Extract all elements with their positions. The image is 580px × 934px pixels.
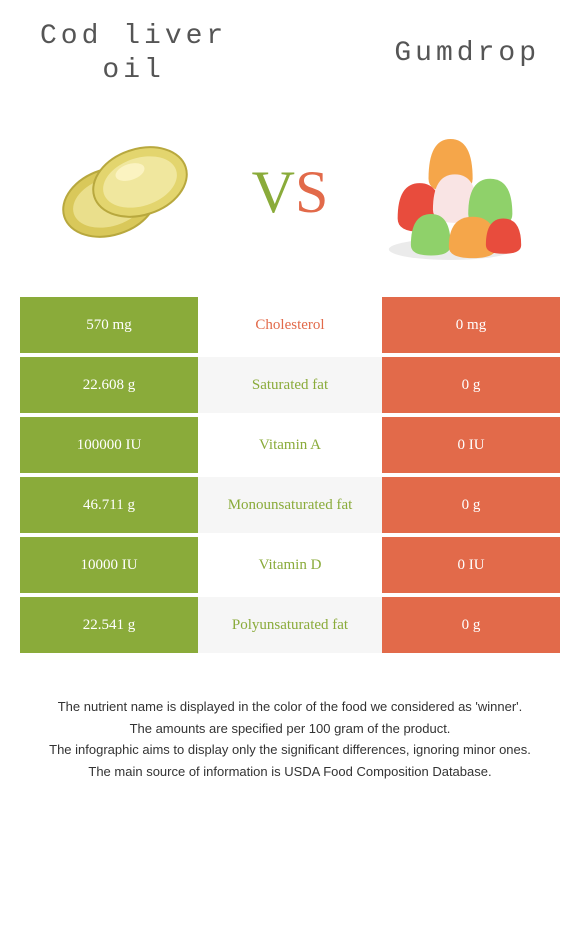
cell-left: 10000 IU	[20, 537, 198, 593]
vs-s: S	[295, 159, 328, 225]
table-row: 22.541 g Polyunsaturated fat 0 g	[20, 597, 560, 653]
images-row: VS	[0, 97, 580, 297]
cell-left: 22.608 g	[20, 357, 198, 413]
cell-right: 0 g	[382, 357, 560, 413]
cell-right: 0 mg	[382, 297, 560, 353]
footnotes: The nutrient name is displayed in the co…	[0, 657, 580, 781]
table-row: 10000 IU Vitamin D 0 IU	[20, 537, 560, 593]
cell-right: 0 g	[382, 477, 560, 533]
table-row: 570 mg Cholesterol 0 mg	[20, 297, 560, 353]
gumdrop-image	[380, 117, 530, 267]
footnote-line: The main source of information is USDA F…	[20, 762, 560, 782]
table-row: 22.608 g Saturated fat 0 g	[20, 357, 560, 413]
cell-label: Vitamin A	[198, 417, 382, 473]
cell-left: 100000 IU	[20, 417, 198, 473]
title-left: Cod liver oil	[40, 20, 227, 87]
nutrient-table: 570 mg Cholesterol 0 mg 22.608 g Saturat…	[0, 297, 580, 653]
header: Cod liver oil Gumdrop	[0, 0, 580, 97]
cell-right: 0 g	[382, 597, 560, 653]
cod-liver-oil-image	[50, 117, 200, 267]
footnote-line: The amounts are specified per 100 gram o…	[20, 719, 560, 739]
title-right: Gumdrop	[394, 37, 540, 71]
cell-right: 0 IU	[382, 537, 560, 593]
vs-label: VS	[252, 158, 329, 227]
cell-right: 0 IU	[382, 417, 560, 473]
cell-left: 46.711 g	[20, 477, 198, 533]
cell-label: Saturated fat	[198, 357, 382, 413]
table-row: 46.711 g Monounsaturated fat 0 g	[20, 477, 560, 533]
footnote-line: The infographic aims to display only the…	[20, 740, 560, 760]
footnote-line: The nutrient name is displayed in the co…	[20, 697, 560, 717]
cell-label: Monounsaturated fat	[198, 477, 382, 533]
cell-label: Polyunsaturated fat	[198, 597, 382, 653]
cell-left: 22.541 g	[20, 597, 198, 653]
vs-v: V	[252, 159, 295, 225]
table-row: 100000 IU Vitamin A 0 IU	[20, 417, 560, 473]
cell-label: Vitamin D	[198, 537, 382, 593]
cell-label: Cholesterol	[198, 297, 382, 353]
cell-left: 570 mg	[20, 297, 198, 353]
